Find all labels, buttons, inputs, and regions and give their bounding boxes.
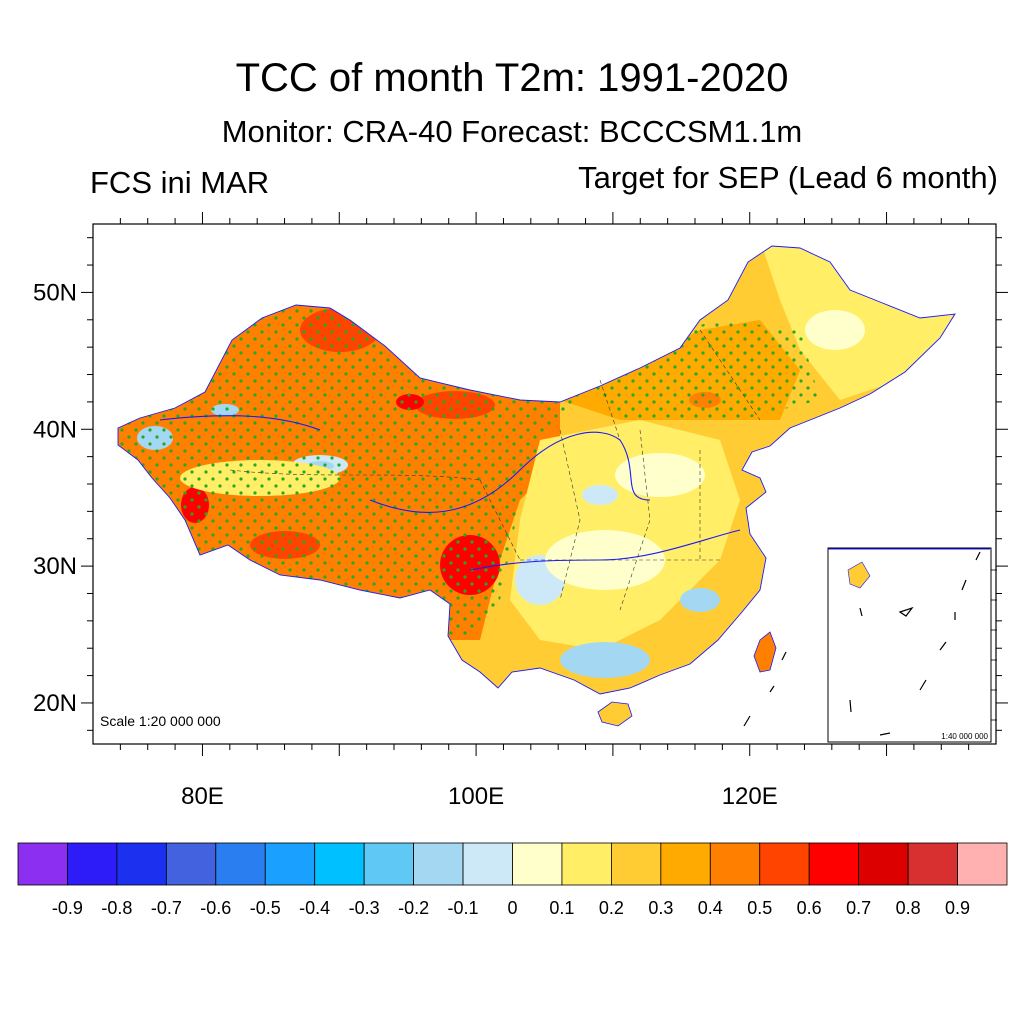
colorbar-swatch	[561, 842, 612, 886]
colorbar-swatch	[957, 842, 1008, 886]
colorbar-swatch	[413, 842, 464, 886]
colorbar-swatch	[264, 842, 316, 886]
longitude-axis: 80E 100E 120E	[119, 212, 970, 810]
colorbar-swatch	[512, 842, 563, 886]
colorbar-label: -0.5	[250, 898, 281, 918]
lat-tick-label: 50N	[33, 279, 77, 306]
target-month-label: Target for SEP (Lead 6 month)	[578, 160, 998, 195]
colorbar-swatch	[858, 842, 909, 886]
colorbar-swatch	[67, 842, 118, 886]
colorbar: -0.9 -0.8 -0.7 -0.6 -0.5 -0.4 -0.3 -0.2 -0.1 0 0.1…	[17, 842, 1008, 918]
lon-tick-label: 120E	[722, 783, 778, 810]
latitude-axis: 50N 40N 30N 20N	[33, 237, 1008, 731]
colorbar-label: 0.2	[599, 898, 624, 918]
colorbar-label: -0.6	[200, 898, 231, 918]
colorbar-label: -0.8	[101, 898, 132, 918]
colorbar-label: 0.3	[648, 898, 673, 918]
inset-scale-label: 1:40 000 000	[941, 732, 988, 741]
lat-tick-label: 20N	[33, 690, 77, 717]
colorbar-swatch	[611, 842, 662, 886]
forecast-init-label: FCS ini MAR	[90, 165, 270, 200]
colorbar-swatch	[808, 842, 860, 886]
map-subtitle: Monitor: CRA-40 Forecast: BCCCSM1.1m	[221, 114, 803, 149]
lon-tick-label: 80E	[181, 783, 224, 810]
colorbar-label: -0.2	[398, 898, 429, 918]
colorbar-swatch	[116, 842, 167, 886]
colorbar-swatch	[363, 842, 414, 886]
colorbar-label: -0.7	[151, 898, 182, 918]
lon-tick-label: 100E	[448, 783, 504, 810]
colorbar-swatch	[907, 842, 958, 886]
colorbar-label: -0.4	[299, 898, 330, 918]
colorbar-label: 0.8	[896, 898, 921, 918]
south-china-sea-inset: 1:40 000 000	[827, 547, 997, 743]
colorbar-label: -0.9	[52, 898, 83, 918]
colorbar-swatch	[215, 842, 266, 886]
lat-tick-label: 40N	[33, 416, 77, 443]
colorbar-swatch	[660, 842, 711, 886]
colorbar-label: -0.1	[448, 898, 479, 918]
colorbar-swatch	[759, 842, 810, 886]
colorbar-label: 0	[507, 898, 517, 918]
colorbar-swatch	[709, 842, 761, 886]
colorbar-label: 0.1	[549, 898, 574, 918]
colorbar-label: 0.5	[747, 898, 772, 918]
colorbar-label: 0.9	[945, 898, 970, 918]
colorbar-label: 0.6	[797, 898, 822, 918]
colorbar-label: 0.4	[698, 898, 723, 918]
lat-tick-label: 30N	[33, 553, 77, 580]
map-title: TCC of month T2m: 1991-2020	[235, 56, 789, 100]
colorbar-swatch	[165, 842, 217, 886]
colorbar-swatch	[314, 842, 365, 886]
colorbar-label: -0.3	[349, 898, 380, 918]
colorbar-swatch	[462, 842, 513, 886]
colorbar-label: 0.7	[846, 898, 871, 918]
islands	[743, 651, 787, 727]
scale-label: Scale 1:20 000 000	[100, 713, 221, 729]
colorbar-swatch	[17, 842, 68, 886]
